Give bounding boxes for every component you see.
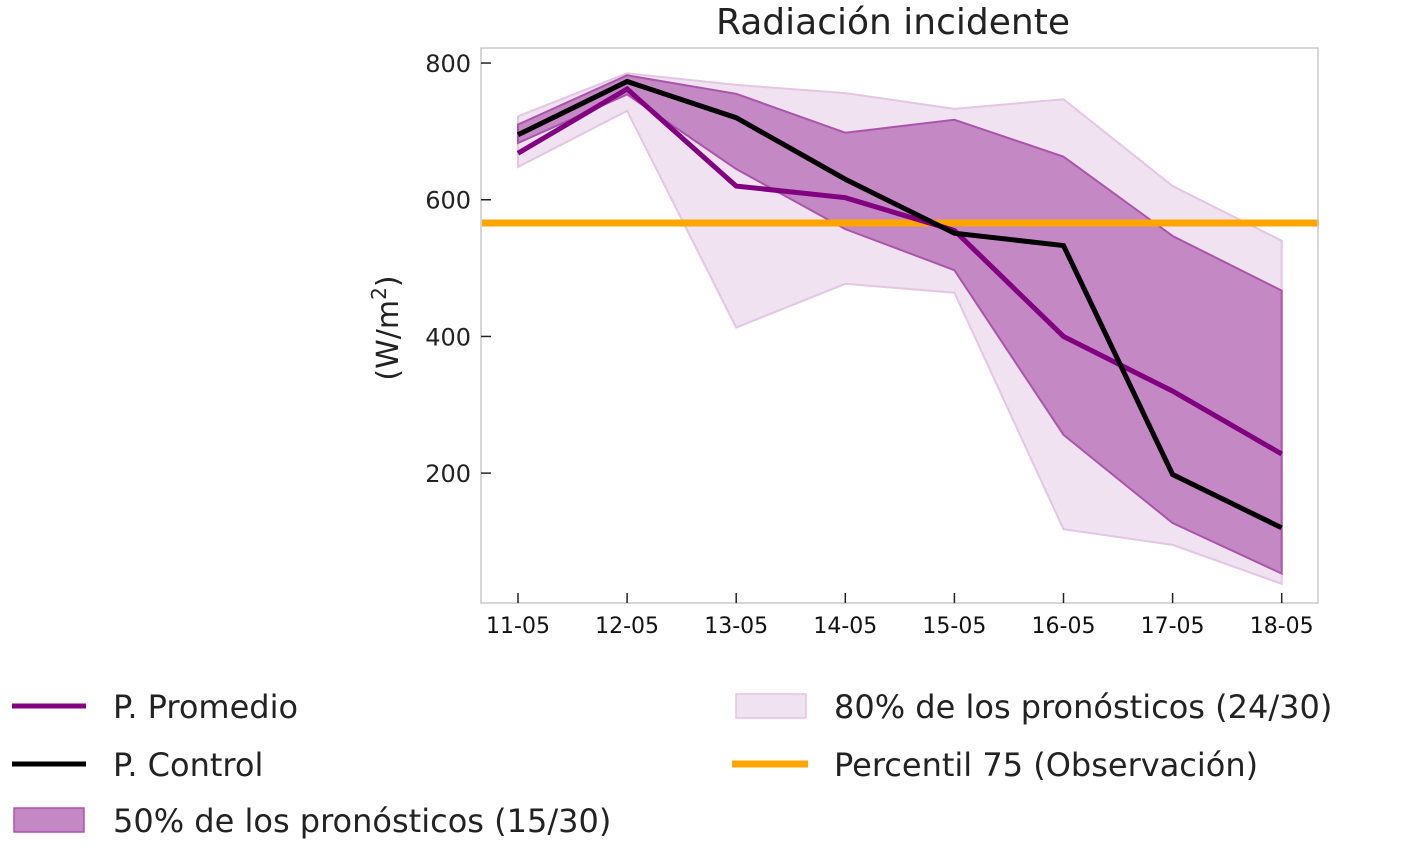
y-axis-label-close: ) [371,275,406,287]
series-line-control [516,78,1283,531]
x-tick-label-12-05: 12-05 [595,614,659,639]
y-tick-label-200: 200 [425,460,471,488]
x-tick-label-14-05: 14-05 [813,614,877,639]
legend-item-band80: 80% de los pronósticos (24/30) [735,688,1332,726]
x-tick-label-11-05: 11-05 [486,614,550,639]
y-axis-label: (W/m2) [367,275,406,380]
series-lines [516,78,1283,531]
legend-label-band80: 80% de los pronósticos (24/30) [834,688,1332,726]
legend: P. Promedio P. Control 50% de los pronós… [12,688,1332,840]
legend-item-control: P. Control [12,746,263,784]
band-50 [517,74,1283,576]
legend-swatch-band50 [13,807,85,833]
plot-frame [480,47,1319,604]
legend-label-promedio: P. Promedio [113,688,298,726]
x-axis: 11-05 12-05 13-05 14-05 15-05 16-05 17-05 18-05 [486,593,1314,639]
x-tick-label-18-05: 18-05 [1250,614,1314,639]
x-tick-label-16-05: 16-05 [1032,614,1096,639]
legend-item-band50: 50% de los pronósticos (15/30) [13,802,611,840]
y-tick-label-400: 400 [425,323,471,351]
y-tick-label-600: 600 [425,187,471,215]
legend-item-percentil: Percentil 75 (Observación) [732,746,1258,784]
legend-swatch-band80 [735,693,807,719]
x-tick-label-17-05: 17-05 [1141,614,1205,639]
y-axis: 200 400 600 800 [425,50,491,488]
legend-item-promedio: P. Promedio [12,688,298,726]
x-tick-label-13-05: 13-05 [704,614,768,639]
x-tick-label-15-05: 15-05 [922,614,986,639]
legend-label-band50: 50% de los pronósticos (15/30) [113,802,611,840]
legend-label-control: P. Control [113,746,263,784]
chart-title: Radiación incidente [716,2,1070,43]
forecast-bands [517,72,1283,586]
y-axis-label-text: (W/m [371,300,406,381]
y-tick-label-800: 800 [425,50,471,78]
series-line-promedio [516,85,1283,457]
y-axis-label-superscript: 2 [367,287,391,300]
legend-label-percentil: Percentil 75 (Observación) [834,746,1258,784]
